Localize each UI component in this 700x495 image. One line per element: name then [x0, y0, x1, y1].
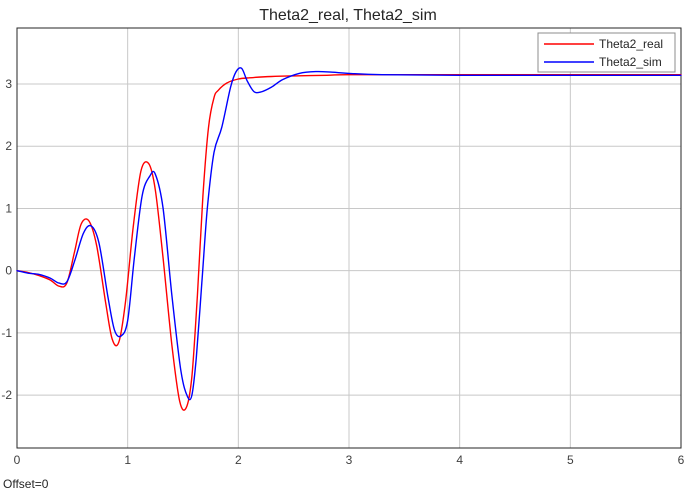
- x-tick-label: 1: [124, 453, 131, 467]
- y-tick-label: 2: [5, 139, 12, 153]
- legend-box: [537, 32, 676, 73]
- y-tick-label: 0: [5, 264, 12, 278]
- chart-title: Theta2_real, Theta2_sim: [259, 7, 437, 24]
- series-line-theta2-real: [16, 73, 682, 411]
- y-tick-label: -1: [1, 326, 12, 340]
- x-tick-label: 2: [235, 453, 242, 467]
- x-tick-label: 4: [456, 453, 463, 467]
- tick-labels: 0 1 2 3 4 5 6 -2 -1 0 1 2 3: [1, 77, 684, 467]
- offset-label: Offset=0: [3, 477, 49, 491]
- x-tick-label: 5: [567, 453, 574, 467]
- x-tick-label: 0: [14, 453, 21, 467]
- legend-label-theta2-real: Theta2_real: [599, 37, 663, 51]
- x-tick-label: 6: [678, 453, 685, 467]
- legend: Theta2_real Theta2_sim: [537, 32, 676, 73]
- grid: [17, 28, 681, 448]
- y-tick-label: 3: [5, 77, 12, 91]
- plot-frame: [16, 27, 682, 449]
- y-tick-label: -2: [1, 388, 12, 402]
- x-tick-label: 3: [346, 453, 353, 467]
- y-tick-label: 1: [5, 201, 12, 215]
- series-line-theta2-sim: [16, 67, 682, 401]
- series-layer: [16, 67, 682, 411]
- legend-label-theta2-sim: Theta2_sim: [599, 55, 662, 69]
